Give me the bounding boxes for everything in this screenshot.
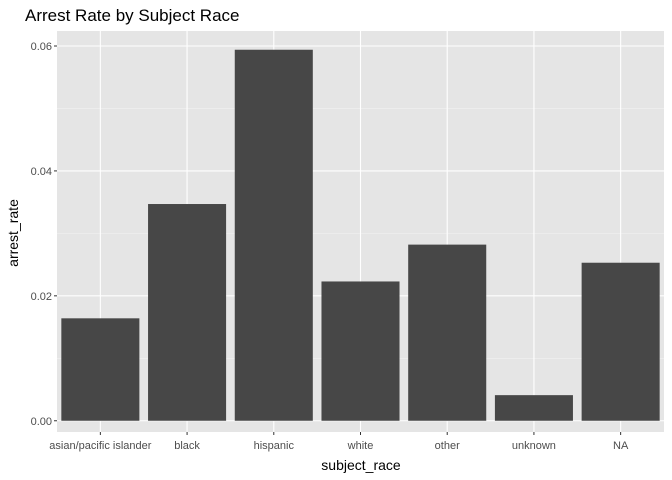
x-tick-label: black [174,440,200,452]
bar [234,49,313,421]
bar [408,244,487,421]
bar [61,318,140,421]
chart-title: Arrest Rate by Subject Race [25,6,239,25]
bar [321,281,400,421]
bar [581,262,660,421]
x-axis: asian/pacific islander black hispanic white… [49,432,629,452]
y-tick-label: 0.04 [31,166,52,178]
y-tick-label: 0.06 [31,41,52,53]
x-tick-label: other [435,440,460,452]
y-tick-label: 0.00 [31,416,52,428]
x-tick-label: asian/pacific islander [49,440,151,452]
x-tick-label: hispanic [254,440,295,452]
y-axis-title: arrest_rate [5,199,21,267]
x-axis-title: subject_race [321,457,401,473]
bars [61,49,660,421]
x-tick-label: NA [613,440,629,452]
x-tick-label: unknown [512,440,556,452]
y-tick-label: 0.02 [31,291,52,303]
y-axis: 0.00 0.02 0.04 0.06 [31,41,57,428]
bar [494,395,573,421]
bar [148,204,227,421]
x-tick-label: white [347,440,374,452]
